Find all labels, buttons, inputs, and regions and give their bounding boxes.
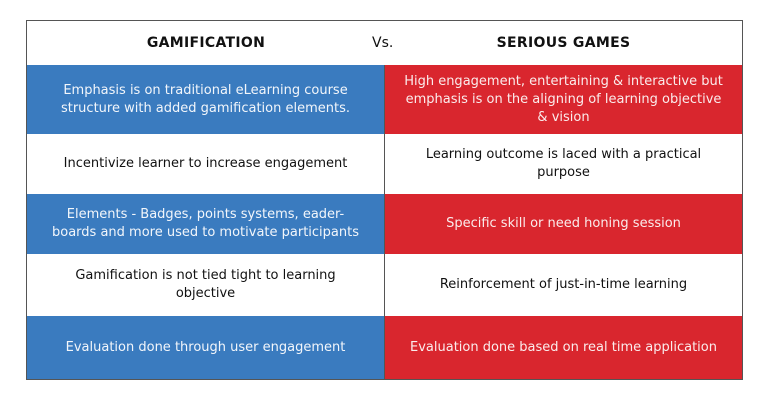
gamification-row-5: Evaluation done through user engagement [27,316,385,379]
serious-games-row-3: Specific skill or need honing session [385,194,742,254]
serious-games-row-5: Evaluation done based on real time appli… [385,316,742,379]
serious-games-row-2: Learning outcome is laced with a practic… [385,134,742,194]
gamification-row-2: Incentivize learner to increase engageme… [27,134,385,194]
gamification-row-4: Gamification is not tied tight to learni… [27,254,385,316]
gamification-row-1: Emphasis is on traditional eLearning cou… [27,65,385,134]
versus-label: Vs. [372,35,394,51]
header-serious-games: SERIOUS GAMES [496,35,631,51]
gamification-row-3: Elements - Badges, points systems, eader… [27,194,385,254]
header-gamification: GAMIFICATION [146,35,266,51]
comparison-table: GAMIFICATION SERIOUS GAMES Emphasis is o… [26,20,743,380]
serious-games-row-4: Reinforcement of just-in-time learning [385,254,742,316]
serious-games-row-1: High engagement, entertaining & interact… [385,65,742,134]
